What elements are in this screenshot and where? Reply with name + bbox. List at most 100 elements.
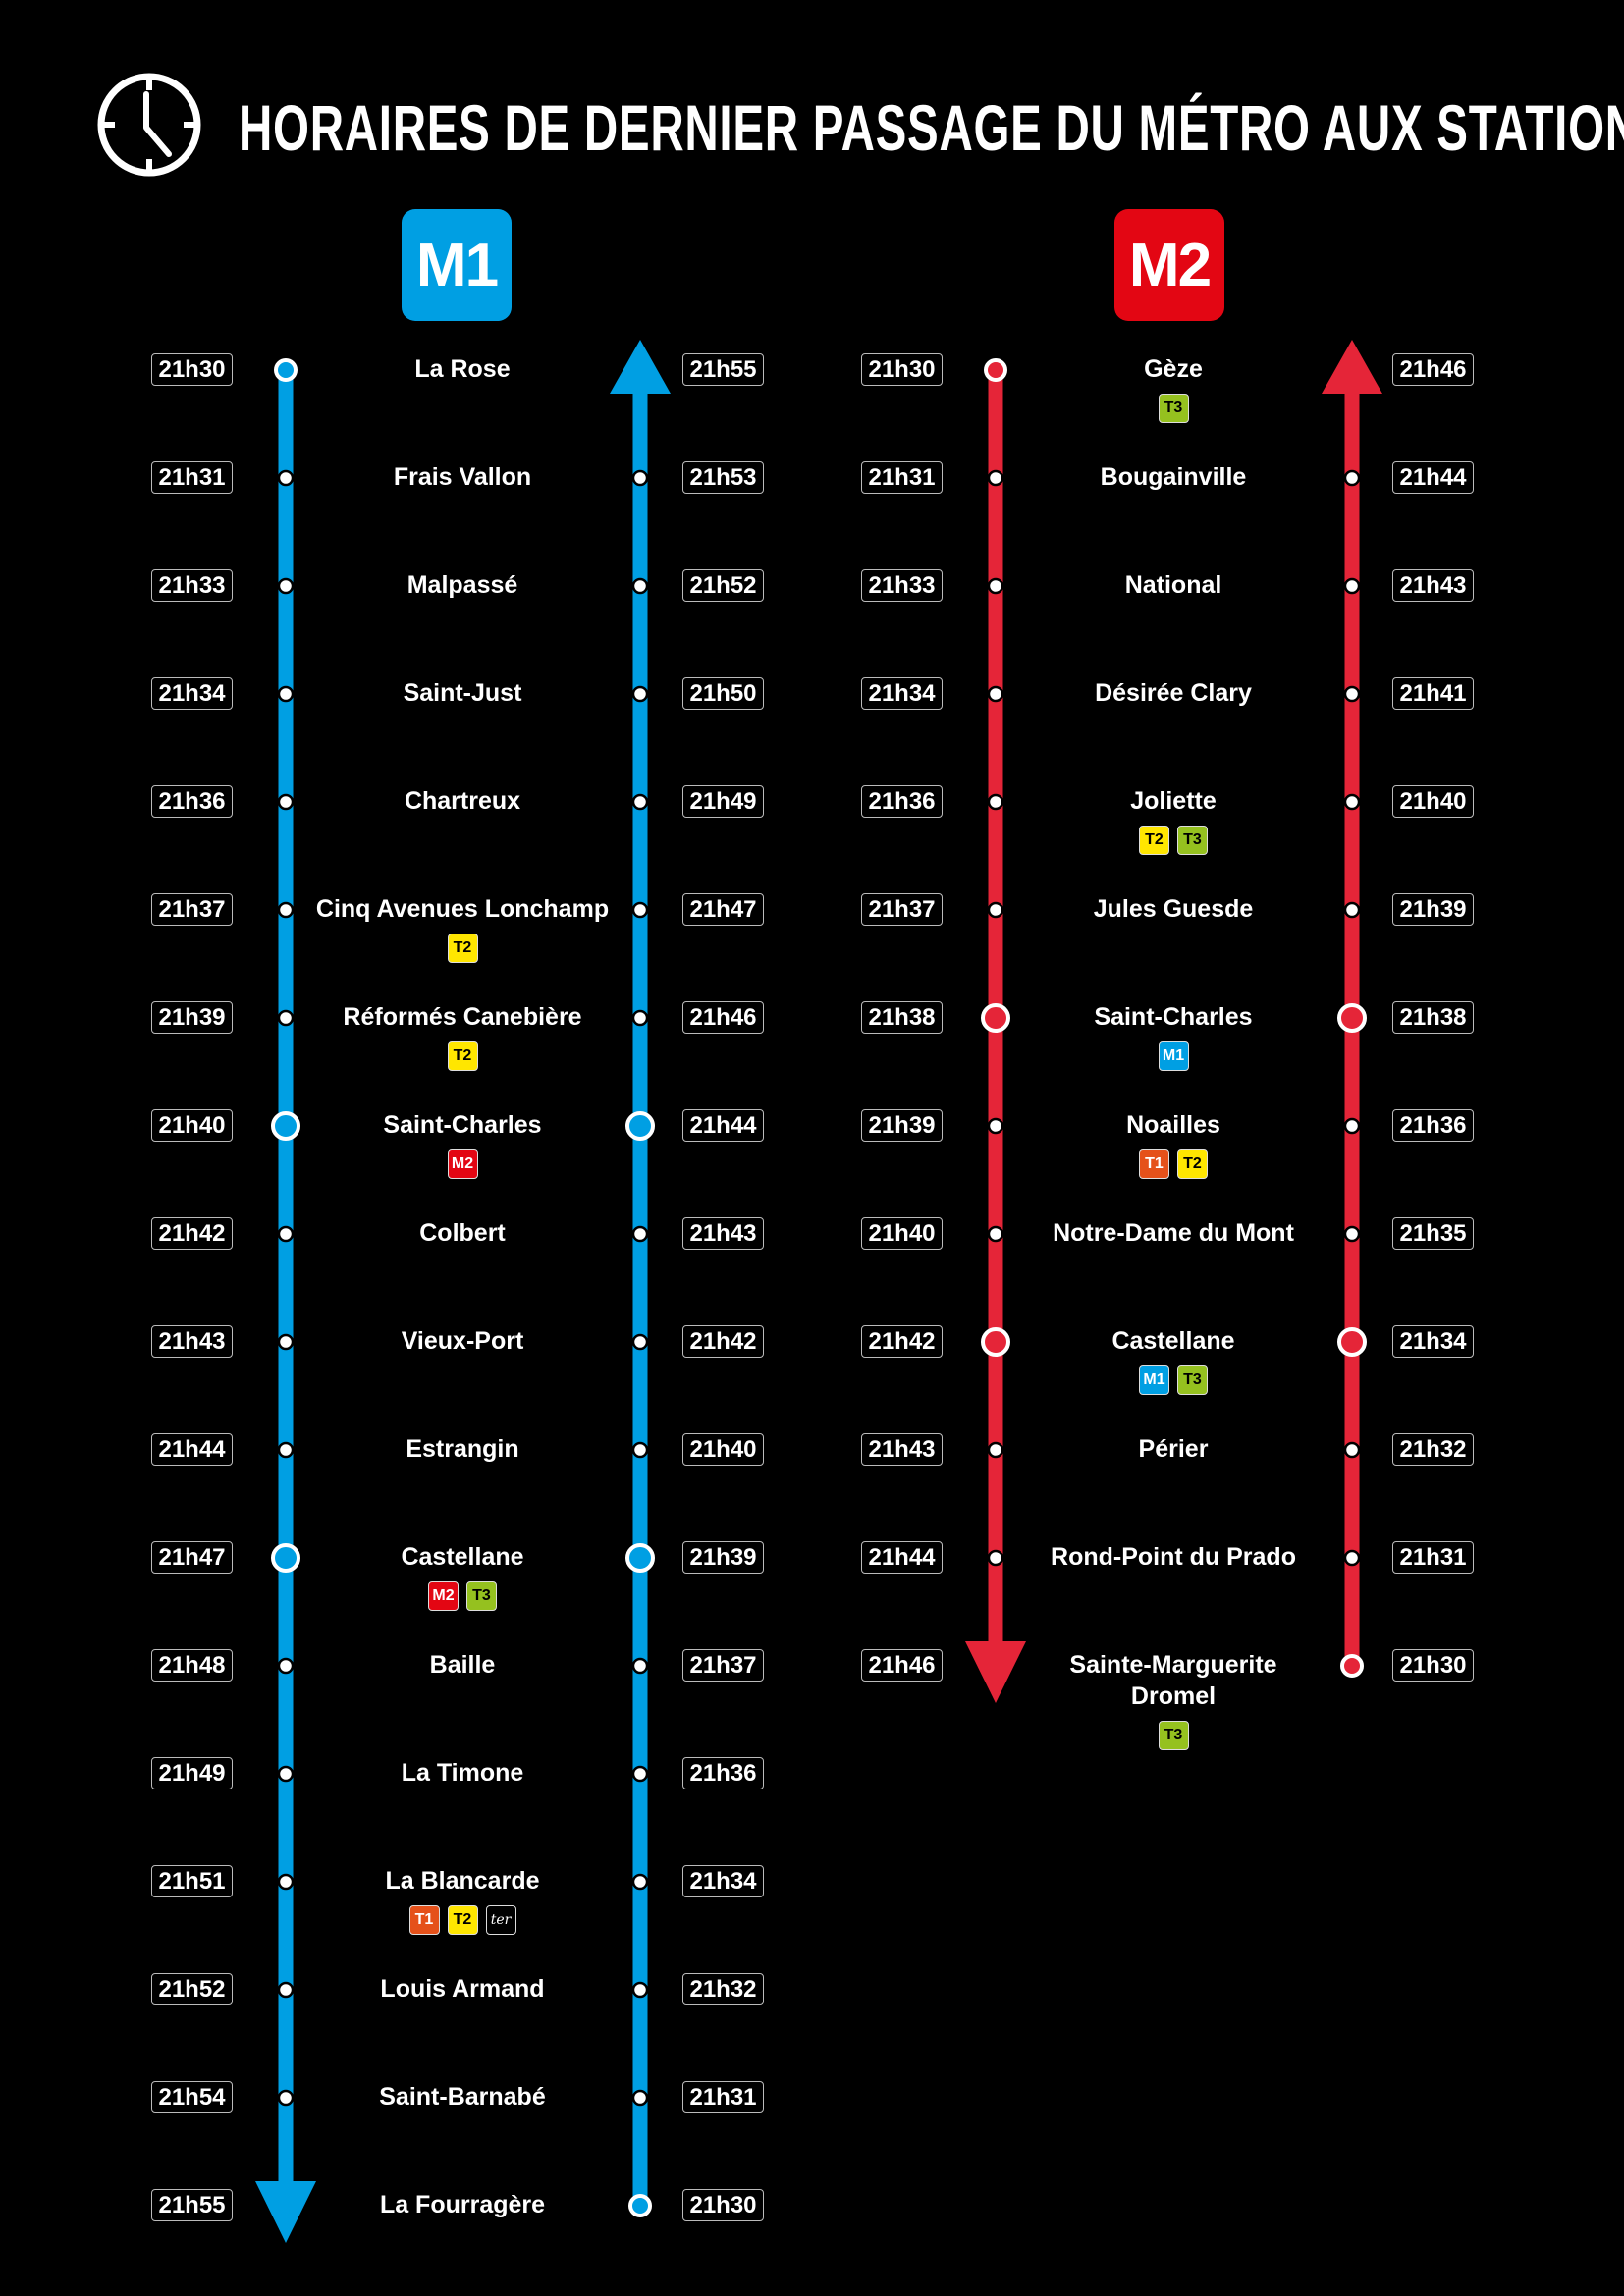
station-dot [1343,1225,1361,1243]
time-up-m1: 21h34 [682,1865,764,1897]
time-down-m2: 21h36 [861,785,943,818]
time-down-m1: 21h33 [151,569,233,602]
time-down-m2: 21h46 [861,1649,943,1682]
station-name: Vieux-Port [401,1327,524,1355]
station-name: National [1124,571,1222,599]
station-dot [277,1225,295,1243]
station-name: Saint-Charles [1094,1003,1253,1031]
time-up-m2: 21h43 [1392,569,1474,602]
station-dot [631,685,649,703]
time-up-m1: 21h52 [682,569,764,602]
station-dot [631,1657,649,1675]
station-dot [277,1009,295,1027]
station-dot [631,1765,649,1783]
station-dot [987,901,1004,919]
station-name: Malpassé [406,571,518,599]
time-down-m1: 21h42 [151,1217,233,1250]
time-down-m2: 21h39 [861,1109,943,1142]
connections: M1 T3 [1026,1365,1321,1395]
connection-badge-m2: M2 [428,1581,459,1611]
time-down-m1: 21h37 [151,893,233,926]
time-up-m1: 21h46 [682,1001,764,1034]
time-up-m2: 21h34 [1392,1325,1474,1358]
station-name: Estrangin [406,1435,519,1463]
time-up-m2: 21h39 [1392,893,1474,926]
connections: T2 [315,1041,610,1071]
time-up-m1: 21h37 [682,1649,764,1682]
arrow-down-icon [255,2181,316,2243]
line-badge-m2: M2 [1114,209,1224,321]
station-dot [987,685,1004,703]
station-dot [631,469,649,487]
station-name: Saint-Charles [383,1111,542,1139]
time-down-m2: 21h42 [861,1325,943,1358]
connection-badge-t3: T3 [1177,826,1208,855]
line-badge-m1: M1 [402,209,512,321]
time-down-m1: 21h54 [151,2081,233,2113]
station-dot [631,2089,649,2107]
station-dot [987,1225,1004,1243]
time-up-m1: 21h30 [682,2189,764,2221]
time-up-m1: 21h50 [682,677,764,710]
time-up-m2: 21h41 [1392,677,1474,710]
station-name: Rond-Point du Prado [1051,1543,1296,1571]
time-down-m1: 21h49 [151,1757,233,1789]
station-dot [1343,1117,1361,1135]
station-name: Réformés Canebière [343,1003,582,1031]
time-down-m1: 21h44 [151,1433,233,1466]
time-down-m1: 21h52 [151,1973,233,2005]
connections: T1 T2 ter [315,1905,610,1935]
connection-badge-t3: T3 [1158,394,1189,423]
station-dot [987,1117,1004,1135]
terminus-dot [1340,1654,1364,1678]
terminus-dot [274,358,298,382]
connections: T2 [315,934,610,963]
interchange-dot [981,1327,1010,1357]
connections: M2 T3 [315,1581,610,1611]
station-dot [631,1441,649,1459]
station-dot [277,469,295,487]
station-dot [631,577,649,595]
station-name: Cinq Avenues Lonchamp [315,895,610,923]
time-up-m2: 21h32 [1392,1433,1474,1466]
connection-badge-m1: M1 [1139,1365,1169,1395]
station-name: La Blancarde [385,1867,540,1895]
station-dot [277,1981,295,1999]
station-name: Périer [1138,1435,1209,1463]
connections: T1 T2 [1026,1149,1321,1179]
station-name: Saint-Barnabé [379,2083,546,2110]
time-up-m2: 21h46 [1392,353,1474,386]
station-dot [631,901,649,919]
station-dot [987,469,1004,487]
connection-badge-t2: T2 [1177,1149,1208,1179]
connection-badge-t3: T3 [1177,1365,1208,1395]
connection-badge-t1: T1 [1139,1149,1169,1179]
time-down-m2: 21h44 [861,1541,943,1574]
station-name: Jules Guesde [1093,895,1254,923]
station-dot [277,577,295,595]
station-dot [1343,577,1361,595]
station-dot [987,793,1004,811]
station-name: La Fourragère [379,2191,546,2218]
time-up-m2: 21h35 [1392,1217,1474,1250]
station-dot [277,901,295,919]
connections: M2 [315,1149,610,1179]
station-name: Colbert [419,1219,506,1247]
time-down-m2: 21h31 [861,461,943,494]
connection-badge-m2: M2 [447,1149,478,1179]
time-down-m2: 21h37 [861,893,943,926]
station-dot [631,1333,649,1351]
connection-badge-t2: T2 [447,1041,478,1071]
time-up-m1: 21h40 [682,1433,764,1466]
station-dot [1343,901,1361,919]
station-name: Notre-Dame du Mont [1053,1219,1294,1247]
connection-badge-ter: ter [485,1905,516,1935]
time-down-m2: 21h34 [861,677,943,710]
connection-badge-t3: T3 [1158,1721,1189,1750]
connections: M1 [1026,1041,1321,1071]
interchange-dot [981,1003,1010,1033]
time-up-m1: 21h49 [682,785,764,818]
connection-badge-m1: M1 [1158,1041,1189,1071]
station-dot [277,1873,295,1891]
station-dot [277,1333,295,1351]
